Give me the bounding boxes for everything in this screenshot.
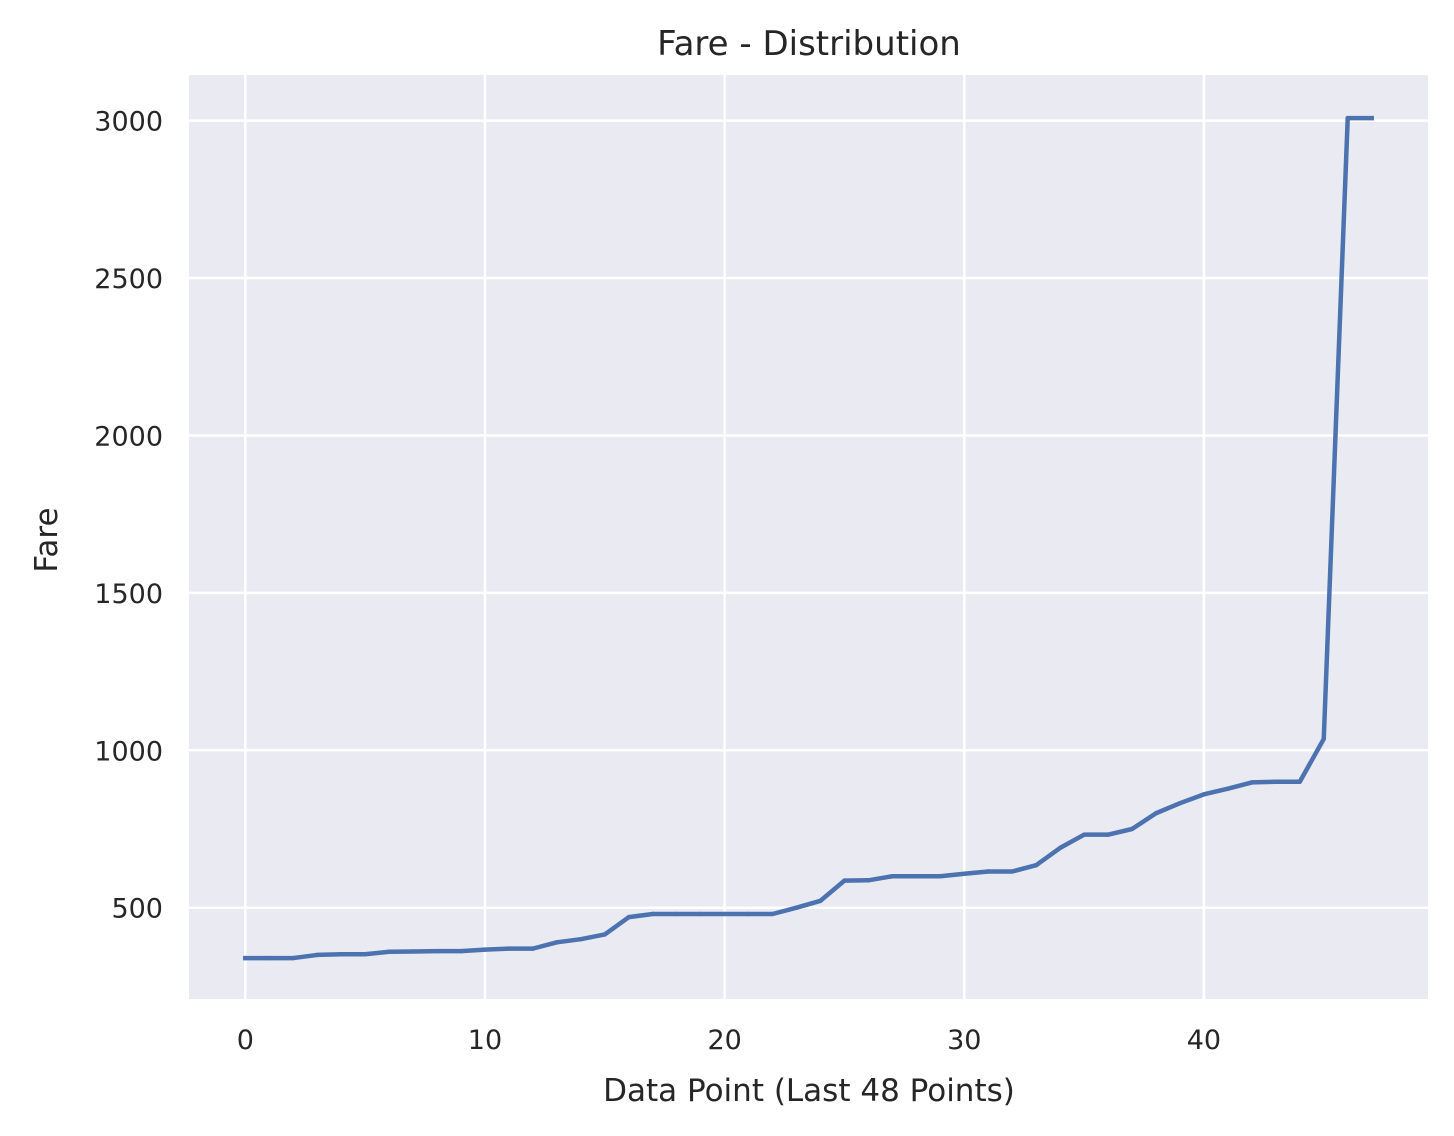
data-point xyxy=(1225,786,1231,791)
y-axis-label: Fare xyxy=(29,507,65,572)
y-tick-label: 1500 xyxy=(94,579,163,610)
data-point xyxy=(1105,832,1111,837)
data-point xyxy=(1081,832,1087,837)
data-point xyxy=(770,911,775,917)
y-tick-label: 500 xyxy=(111,894,163,925)
x-tick-label: 40 xyxy=(1187,1025,1221,1056)
x-tick-label: 30 xyxy=(947,1025,981,1056)
data-point xyxy=(1273,779,1279,784)
data-point xyxy=(434,948,440,954)
fare-series-line xyxy=(243,115,1374,961)
data-point xyxy=(578,936,584,942)
data-point xyxy=(866,878,871,883)
data-point xyxy=(1369,115,1374,121)
data-point xyxy=(482,947,488,952)
data-point xyxy=(1345,115,1350,121)
y-tick-label: 1000 xyxy=(94,736,163,767)
data-point xyxy=(1321,736,1326,742)
data-point xyxy=(386,949,392,954)
data-point xyxy=(362,952,368,957)
data-point xyxy=(1249,780,1255,785)
data-point xyxy=(338,952,344,957)
y-tick-label: 3000 xyxy=(94,107,163,138)
y-tick-label: 2000 xyxy=(94,421,163,452)
data-point xyxy=(842,878,847,883)
data-point xyxy=(458,948,464,954)
x-axis-label: Data Point (Last 48 Points) xyxy=(603,1073,1015,1109)
data-point xyxy=(506,946,512,951)
data-point xyxy=(410,949,416,954)
data-point xyxy=(554,940,560,945)
data-point xyxy=(267,955,272,961)
data-point xyxy=(315,952,320,958)
x-gridlines xyxy=(244,75,1206,999)
data-point xyxy=(1033,863,1039,868)
data-point xyxy=(986,869,991,874)
data-point xyxy=(794,905,799,910)
data-point xyxy=(746,911,751,917)
data-point xyxy=(890,874,895,879)
x-tick-label: 0 xyxy=(237,1025,254,1056)
data-point xyxy=(818,898,823,903)
data-point xyxy=(530,946,536,951)
data-point xyxy=(1057,845,1063,851)
data-point xyxy=(626,914,631,920)
data-point xyxy=(243,955,248,961)
data-point xyxy=(914,874,919,879)
data-point xyxy=(938,874,943,879)
y-gridlines xyxy=(189,119,1428,909)
data-point xyxy=(602,932,607,937)
y-tick-labels: 500 1000 1500 2000 2500 3000 xyxy=(94,107,163,925)
plot-area xyxy=(189,75,1428,999)
chart-title: Fare - Distribution xyxy=(657,24,961,64)
data-point xyxy=(1201,792,1207,797)
data-point xyxy=(698,911,703,917)
x-tick-label: 20 xyxy=(707,1025,741,1056)
y-tick-label: 2500 xyxy=(94,264,163,295)
data-point xyxy=(962,871,967,876)
data-point xyxy=(674,911,679,917)
data-point xyxy=(650,911,655,917)
x-tick-label: 10 xyxy=(468,1025,502,1056)
data-point xyxy=(291,955,296,961)
data-point xyxy=(722,911,727,917)
data-point xyxy=(1297,779,1302,784)
series-layer xyxy=(243,115,1374,961)
data-point xyxy=(1129,826,1135,832)
data-point xyxy=(1010,869,1015,874)
data-point xyxy=(1177,800,1183,806)
data-point xyxy=(1153,811,1159,816)
x-tick-labels: 0 10 20 30 40 xyxy=(237,1025,1221,1056)
